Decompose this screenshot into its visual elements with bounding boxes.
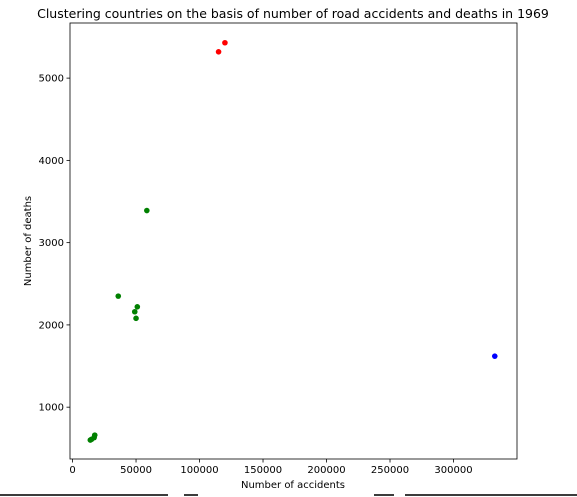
x-axis-ticks: 0 50000 100000 150000 200000 250000 300000	[69, 459, 473, 476]
data-points	[87, 39, 498, 443]
y-axis-ticks: 1000 2000 3000 4000 5000	[39, 74, 70, 414]
data-point	[87, 437, 94, 443]
data-point	[215, 48, 222, 55]
y-tick-label: 2000	[39, 320, 64, 331]
data-point	[131, 308, 138, 315]
bottom-edge-strip	[0, 492, 577, 497]
plot-area	[69, 22, 518, 460]
data-point	[222, 39, 228, 46]
y-axis-label: Number of deaths	[23, 196, 34, 286]
data-point	[491, 353, 498, 359]
data-point	[115, 293, 122, 299]
x-tick-label: 300000	[434, 465, 472, 476]
x-tick-label: 100000	[180, 465, 218, 476]
x-axis-label: Number of accidents	[241, 480, 345, 491]
y-tick-label: 5000	[39, 74, 64, 85]
data-point	[133, 315, 139, 322]
x-tick-label: 50000	[120, 465, 152, 476]
data-point	[134, 304, 141, 310]
x-tick-label: 200000	[307, 465, 345, 476]
y-tick-label: 4000	[39, 156, 64, 167]
y-tick-label: 3000	[39, 238, 64, 249]
chart-title: Clustering countries on the basis of num…	[37, 6, 549, 21]
x-tick-label: 0	[69, 465, 75, 476]
data-point	[144, 207, 150, 214]
y-tick-label: 1000	[39, 403, 64, 414]
x-tick-label: 250000	[371, 465, 409, 476]
x-tick-label: 150000	[244, 465, 282, 476]
